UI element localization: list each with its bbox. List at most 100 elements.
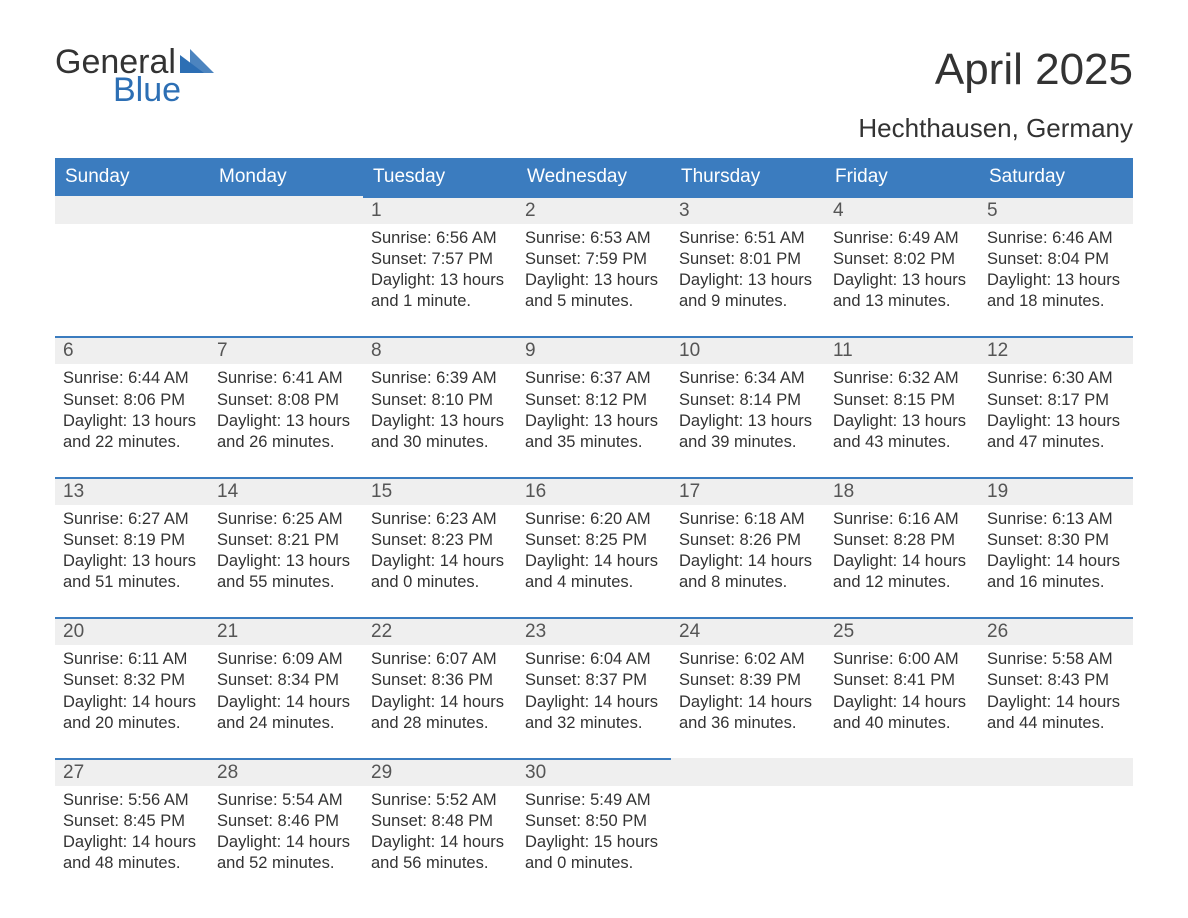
sunset-line: Sunset: 8:50 PM (525, 811, 663, 832)
daylight-line: Daylight: 13 hours and 1 minute. (371, 270, 509, 312)
day-body: Sunrise: 6:11 AMSunset: 8:32 PMDaylight:… (55, 645, 209, 733)
day-number: 11 (825, 336, 979, 364)
day-body: Sunrise: 6:51 AMSunset: 8:01 PMDaylight:… (671, 224, 825, 312)
sunset-line: Sunset: 8:48 PM (371, 811, 509, 832)
daylight-line: Daylight: 13 hours and 51 minutes. (63, 551, 201, 593)
day-number: 22 (363, 617, 517, 645)
sunset-line: Sunset: 8:34 PM (217, 670, 355, 691)
day-number: 17 (671, 477, 825, 505)
title-block: April 2025 Hechthausen, Germany (858, 45, 1133, 144)
daylight-line: Daylight: 14 hours and 36 minutes. (679, 692, 817, 734)
daylight-line: Daylight: 13 hours and 39 minutes. (679, 411, 817, 453)
calendar-day: 14Sunrise: 6:25 AMSunset: 8:21 PMDayligh… (209, 477, 363, 593)
sunset-line: Sunset: 7:59 PM (525, 249, 663, 270)
day-body (671, 786, 825, 790)
sunrise-line: Sunrise: 5:56 AM (63, 790, 201, 811)
sunrise-line: Sunrise: 6:13 AM (987, 509, 1125, 530)
day-body: Sunrise: 6:44 AMSunset: 8:06 PMDaylight:… (55, 364, 209, 452)
calendar-day: 30Sunrise: 5:49 AMSunset: 8:50 PMDayligh… (517, 758, 671, 874)
sunrise-line: Sunrise: 6:16 AM (833, 509, 971, 530)
day-number: 7 (209, 336, 363, 364)
sunset-line: Sunset: 8:26 PM (679, 530, 817, 551)
sunrise-line: Sunrise: 6:09 AM (217, 649, 355, 670)
sunrise-line: Sunrise: 6:34 AM (679, 368, 817, 389)
day-body: Sunrise: 6:46 AMSunset: 8:04 PMDaylight:… (979, 224, 1133, 312)
sunrise-line: Sunrise: 6:04 AM (525, 649, 663, 670)
daylight-line: Daylight: 14 hours and 52 minutes. (217, 832, 355, 874)
day-body (55, 224, 209, 228)
day-body: Sunrise: 6:27 AMSunset: 8:19 PMDaylight:… (55, 505, 209, 593)
calendar-day (209, 196, 363, 312)
calendar-day: 15Sunrise: 6:23 AMSunset: 8:23 PMDayligh… (363, 477, 517, 593)
day-number: 3 (671, 196, 825, 224)
day-body (825, 786, 979, 790)
day-body: Sunrise: 5:58 AMSunset: 8:43 PMDaylight:… (979, 645, 1133, 733)
day-number: 21 (209, 617, 363, 645)
calendar-day: 8Sunrise: 6:39 AMSunset: 8:10 PMDaylight… (363, 336, 517, 452)
calendar-day: 25Sunrise: 6:00 AMSunset: 8:41 PMDayligh… (825, 617, 979, 733)
daylight-line: Daylight: 13 hours and 55 minutes. (217, 551, 355, 593)
sunset-line: Sunset: 8:02 PM (833, 249, 971, 270)
sunset-line: Sunset: 8:30 PM (987, 530, 1125, 551)
sunset-line: Sunset: 8:39 PM (679, 670, 817, 691)
daylight-line: Daylight: 14 hours and 56 minutes. (371, 832, 509, 874)
sunrise-line: Sunrise: 6:07 AM (371, 649, 509, 670)
calendar-week: 20Sunrise: 6:11 AMSunset: 8:32 PMDayligh… (55, 617, 1133, 733)
sunrise-line: Sunrise: 6:00 AM (833, 649, 971, 670)
sunset-line: Sunset: 8:08 PM (217, 390, 355, 411)
calendar-day: 5Sunrise: 6:46 AMSunset: 8:04 PMDaylight… (979, 196, 1133, 312)
calendar-day: 17 Sunrise: 6:18 AMSunset: 8:26 PMDayligh… (671, 477, 825, 593)
calendar-day: 11Sunrise: 6:32 AMSunset: 8:15 PMDayligh… (825, 336, 979, 452)
daylight-line: Daylight: 14 hours and 28 minutes. (371, 692, 509, 734)
calendar-day: 24Sunrise: 6:02 AMSunset: 8:39 PMDayligh… (671, 617, 825, 733)
calendar-day: 28Sunrise: 5:54 AMSunset: 8:46 PMDayligh… (209, 758, 363, 874)
day-number: 16 (517, 477, 671, 505)
day-body: Sunrise: 6:04 AMSunset: 8:37 PMDaylight:… (517, 645, 671, 733)
day-body: Sunrise: 5:54 AMSunset: 8:46 PMDaylight:… (209, 786, 363, 874)
daylight-line: Daylight: 14 hours and 48 minutes. (63, 832, 201, 874)
sunrise-line: Sunrise: 6:11 AM (63, 649, 201, 670)
day-number: 28 (209, 758, 363, 786)
day-number: 2 (517, 196, 671, 224)
weekday-header: Thursday (671, 158, 825, 196)
sunset-line: Sunset: 8:41 PM (833, 670, 971, 691)
daylight-line: Daylight: 14 hours and 8 minutes. (679, 551, 817, 593)
calendar-week: 1Sunrise: 6:56 AMSunset: 7:57 PMDaylight… (55, 196, 1133, 312)
sunrise-line: Sunrise: 6:02 AM (679, 649, 817, 670)
header: General Blue April 2025 Hechthausen, Ger… (55, 45, 1133, 144)
calendar-week: 13Sunrise: 6:27 AMSunset: 8:19 PMDayligh… (55, 477, 1133, 593)
day-body: Sunrise: 6:07 AMSunset: 8:36 PMDaylight:… (363, 645, 517, 733)
day-body: Sunrise: 6:49 AMSunset: 8:02 PMDaylight:… (825, 224, 979, 312)
day-number: 10 (671, 336, 825, 364)
day-body: Sunrise: 6:53 AMSunset: 7:59 PMDaylight:… (517, 224, 671, 312)
day-body: Sunrise: 6:56 AMSunset: 7:57 PMDaylight:… (363, 224, 517, 312)
daylight-line: Daylight: 13 hours and 9 minutes. (679, 270, 817, 312)
day-number: 1 (363, 196, 517, 224)
logo: General Blue (55, 45, 214, 107)
day-body (979, 786, 1133, 790)
calendar-day: 9Sunrise: 6:37 AMSunset: 8:12 PMDaylight… (517, 336, 671, 452)
day-body: Sunrise: 6:23 AMSunset: 8:23 PMDaylight:… (363, 505, 517, 593)
sunrise-line: Sunrise: 5:49 AM (525, 790, 663, 811)
sunrise-line: Sunrise: 5:58 AM (987, 649, 1125, 670)
sunset-line: Sunset: 8:19 PM (63, 530, 201, 551)
sunset-line: Sunset: 8:46 PM (217, 811, 355, 832)
daylight-line: Daylight: 14 hours and 40 minutes. (833, 692, 971, 734)
day-number: 23 (517, 617, 671, 645)
calendar-day: 19Sunrise: 6:13 AMSunset: 8:30 PMDayligh… (979, 477, 1133, 593)
day-number (671, 758, 825, 786)
sunset-line: Sunset: 7:57 PM (371, 249, 509, 270)
sunset-line: Sunset: 8:36 PM (371, 670, 509, 691)
calendar-day (825, 758, 979, 874)
daylight-line: Daylight: 13 hours and 5 minutes. (525, 270, 663, 312)
day-body: Sunrise: 6:09 AMSunset: 8:34 PMDaylight:… (209, 645, 363, 733)
sunset-line: Sunset: 8:37 PM (525, 670, 663, 691)
day-body: Sunrise: 6:16 AMSunset: 8:28 PMDaylight:… (825, 505, 979, 593)
day-number: 30 (517, 758, 671, 786)
daylight-line: Daylight: 13 hours and 30 minutes. (371, 411, 509, 453)
sunrise-line: Sunrise: 6:32 AM (833, 368, 971, 389)
sunrise-line: Sunrise: 6:18 AM (679, 509, 817, 530)
daylight-line: Daylight: 14 hours and 16 minutes. (987, 551, 1125, 593)
calendar-day: 10Sunrise: 6:34 AMSunset: 8:14 PMDayligh… (671, 336, 825, 452)
day-body: Sunrise: 6:34 AMSunset: 8:14 PMDaylight:… (671, 364, 825, 452)
